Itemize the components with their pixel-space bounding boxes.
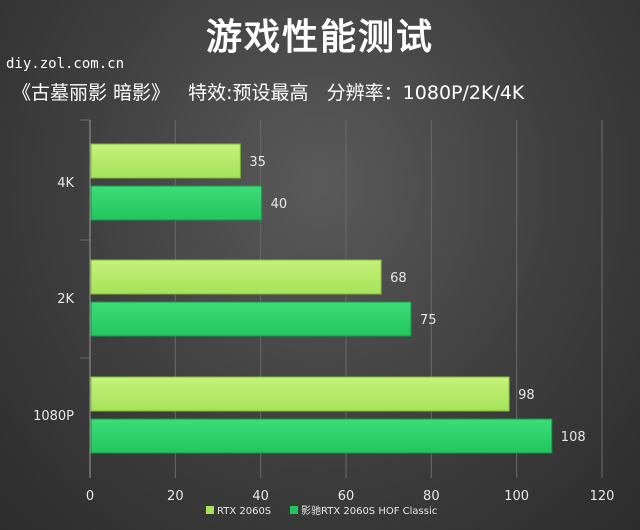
bar-rtx-2060s: [90, 259, 382, 295]
data-label: 40: [271, 197, 288, 212]
x-tick-label: 100: [504, 489, 529, 504]
bar-rtx-2060s: [90, 143, 241, 179]
y-category-label: 2K: [57, 292, 74, 307]
x-tick-label: 20: [167, 489, 184, 504]
data-label: 108: [561, 430, 586, 445]
legend-label: 影驰RTX 2060S HOF Classic: [301, 504, 437, 517]
chart-subtitle: 《古墓丽影 暗影》 特效:预设最高 分辨率：1080P/2K/4K: [12, 82, 525, 104]
data-label: 98: [518, 388, 535, 403]
y-category-label: 4K: [57, 176, 74, 191]
legend-swatch: [290, 506, 298, 514]
data-label: 75: [420, 313, 437, 328]
x-tick-label: 60: [338, 489, 355, 504]
x-tick-label: 0: [86, 489, 94, 504]
bar-hof-classic: [90, 418, 553, 454]
y-category-label: 1080P: [33, 409, 74, 424]
data-label: 35: [249, 155, 266, 170]
data-label: 68: [390, 271, 407, 286]
watermark-text: diy.zol.com.cn: [6, 56, 125, 72]
legend-label: RTX 2060S: [217, 506, 271, 517]
legend-swatch: [206, 506, 214, 514]
x-tick-label: 40: [252, 489, 269, 504]
chart-title: 游戏性能测试: [205, 17, 434, 58]
bar-hof-classic: [90, 301, 412, 337]
x-tick-label: 80: [423, 489, 440, 504]
bar-hof-classic: [90, 185, 263, 221]
x-tick-label: 120: [590, 489, 615, 504]
bar-rtx-2060s: [90, 376, 510, 412]
